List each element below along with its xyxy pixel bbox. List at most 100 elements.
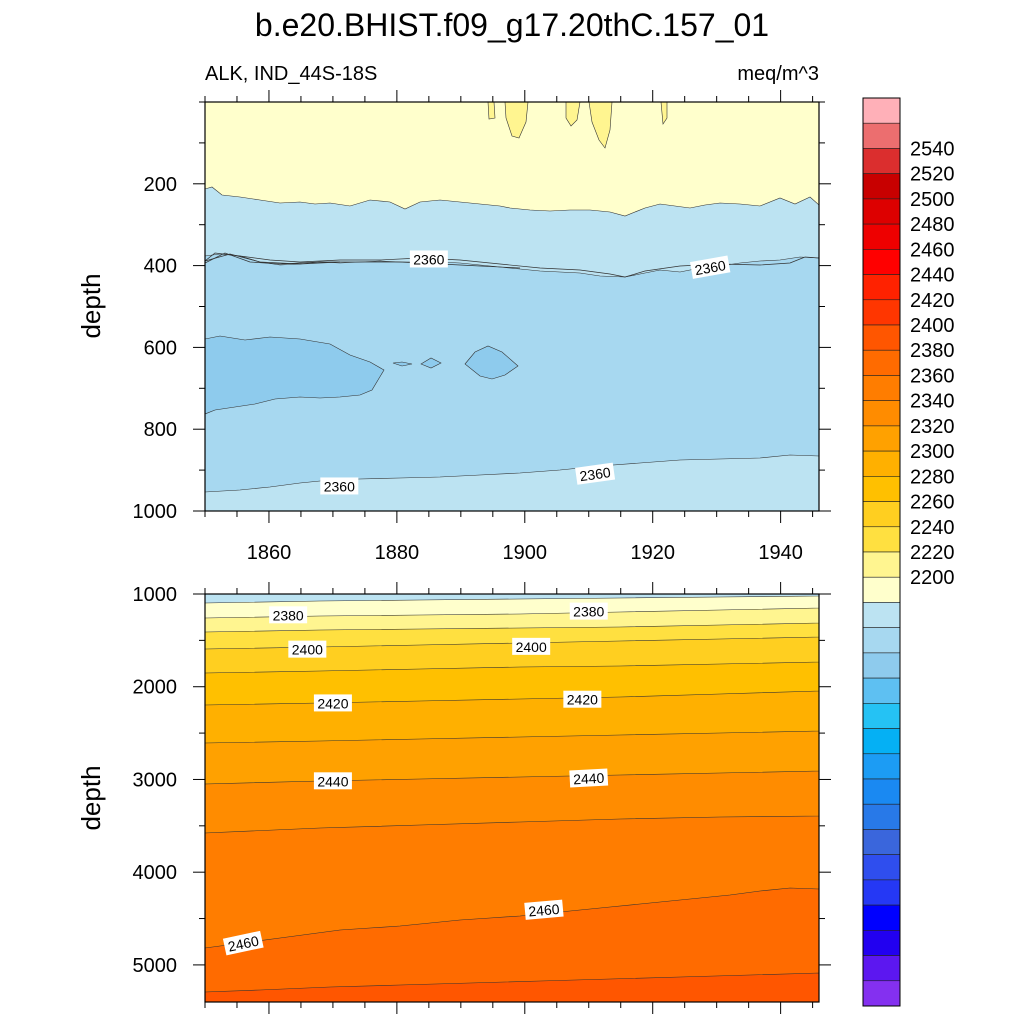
colorbar-swatch	[862, 324, 901, 351]
contour-label: 2420	[563, 690, 602, 708]
contour-label-bg	[569, 602, 608, 620]
contour-label-bg	[269, 606, 308, 624]
colorbar-swatch	[862, 904, 901, 931]
y-tick-label: 400	[144, 256, 177, 278]
x-tick-label: 1860	[247, 542, 292, 564]
colorbar-swatch	[862, 223, 901, 250]
colorbar-label: 2380	[910, 340, 955, 362]
x-tick-label: 1940	[758, 542, 803, 564]
upper-contour-labels: 2360 2360 2360 2360	[320, 250, 731, 495]
colorbar-swatch	[862, 198, 901, 225]
contour-label-text: 2420	[567, 692, 598, 708]
colorbar-swatch	[862, 97, 901, 124]
colorbar-swatch	[862, 803, 901, 830]
contour-label-bg	[320, 477, 359, 495]
y-tick-label: 1000	[133, 501, 178, 523]
colorbar-swatch	[862, 955, 901, 982]
colorbar-swatch	[862, 677, 901, 704]
y-tick-label: 4000	[133, 862, 178, 884]
colorbar-swatch	[862, 274, 901, 301]
x-tick-label: 1880	[375, 542, 420, 564]
contour-label: 2380	[269, 606, 308, 624]
chart-title: b.e20.BHIST.f09_g17.20thC.157_01	[255, 7, 769, 43]
contour-label: 2440	[569, 768, 609, 788]
upper-fill-2390-3	[565, 102, 581, 127]
lower-fill-2370	[205, 594, 819, 604]
contour-label-text: 2360	[324, 478, 355, 494]
colorbar-label: 2300	[910, 441, 955, 463]
contour-label-text: 2440	[573, 770, 605, 788]
lower-contour-labels: 2380 2380 2400 2400 2420 2420 2440 2440 2460 2460	[222, 602, 609, 956]
contour-label-text: 2460	[226, 932, 260, 954]
colorbar: 2540 2520 2500 2480 2460 2440 2420 2400 2380 2360…	[862, 97, 955, 1007]
upper-fill-2340-3	[420, 357, 442, 369]
contour-label-bg	[313, 772, 352, 790]
colorbar-label: 2360	[910, 365, 955, 387]
colorbar-label: 2260	[910, 492, 955, 514]
contour-label: 2400	[512, 637, 551, 655]
contour-label: 2440	[313, 772, 352, 790]
upper-fill-2380	[205, 102, 819, 217]
contour-label: 2360	[575, 462, 616, 485]
contour-label: 2380	[569, 602, 608, 620]
colorbar-label: 2200	[910, 567, 955, 589]
contour-label-bg	[569, 768, 609, 788]
x-tick-label: 1900	[503, 542, 548, 564]
y-tick-label: 2000	[133, 677, 178, 699]
contour-label-text: 2400	[516, 639, 547, 655]
colorbar-label: 2280	[910, 466, 955, 488]
y-tick-label: 200	[144, 174, 177, 196]
upper-line-2360-deep	[205, 253, 341, 265]
colorbar-swatch	[862, 728, 901, 755]
colorbar-swatch	[862, 980, 901, 1007]
colorbar-swatch	[862, 122, 901, 149]
contour-label-text: 2360	[413, 251, 444, 267]
x-tick-label: 1920	[630, 542, 675, 564]
lower-panel: 2380 2380 2400 2400 2420 2420 2440 2440 2460 2460…	[76, 582, 831, 1014]
colorbar-swatch	[862, 854, 901, 881]
colorbar-swatch	[862, 476, 901, 502]
contour-label: 2400	[288, 640, 327, 658]
upper-fill-2360-bottom	[205, 454, 819, 511]
upper-fill-2390-5	[660, 102, 668, 125]
contour-label-text: 2360	[579, 464, 612, 484]
contour-label-text: 2400	[292, 642, 323, 658]
colorbar-label: 2520	[910, 164, 955, 186]
upper-axis-ticks: 200 400 600 800 1000 1860 1880 1900 1920 1940	[133, 90, 831, 564]
contour-label-text: 2460	[528, 901, 561, 920]
colorbar-swatch	[862, 425, 901, 452]
contour-label-bg	[288, 640, 327, 658]
colorbar-swatch	[862, 400, 901, 427]
contour-label-bg	[222, 930, 264, 956]
colorbar-swatch	[862, 930, 901, 956]
contour-label-bg	[563, 690, 602, 708]
colorbar-label: 2480	[910, 214, 955, 236]
lower-plot-frame	[204, 593, 820, 1003]
colorbar-label: 2460	[910, 239, 955, 261]
colorbar-label: 2540	[910, 138, 955, 160]
subtitle-units: meq/m^3	[737, 63, 819, 85]
contour-label-text: 2360	[694, 257, 728, 278]
contour-label-bg	[524, 899, 564, 920]
colorbar-label: 2220	[910, 542, 955, 564]
contour-label-bg	[313, 694, 352, 712]
upper-panel: 2360 2360 2360 2360 200 400 600 800 1000 1860 188…	[76, 90, 831, 564]
lower-axis-ticks: 1000 2000 3000 4000 5000	[133, 582, 831, 1014]
colorbar-label: 2420	[910, 290, 955, 312]
colorbar-label: 2320	[910, 416, 955, 438]
upper-fill-2390-1	[487, 102, 496, 120]
contour-label: 2360	[320, 477, 359, 495]
contour-label: 2360	[689, 255, 731, 279]
upper-fill-2390-4	[588, 102, 613, 149]
upper-fill-2340-4	[392, 361, 413, 367]
colorbar-swatch	[862, 778, 901, 805]
contour-label-bg	[575, 462, 616, 485]
contour-label-bg	[409, 250, 448, 268]
colorbar-swatch	[862, 501, 901, 528]
colorbar-swatch	[862, 551, 901, 578]
y-tick-label: 1000	[133, 584, 178, 606]
colorbar-swatch	[862, 602, 901, 628]
colorbar-swatch	[862, 576, 901, 603]
contour-label: 2420	[313, 694, 352, 712]
y-tick-label: 600	[144, 337, 177, 359]
